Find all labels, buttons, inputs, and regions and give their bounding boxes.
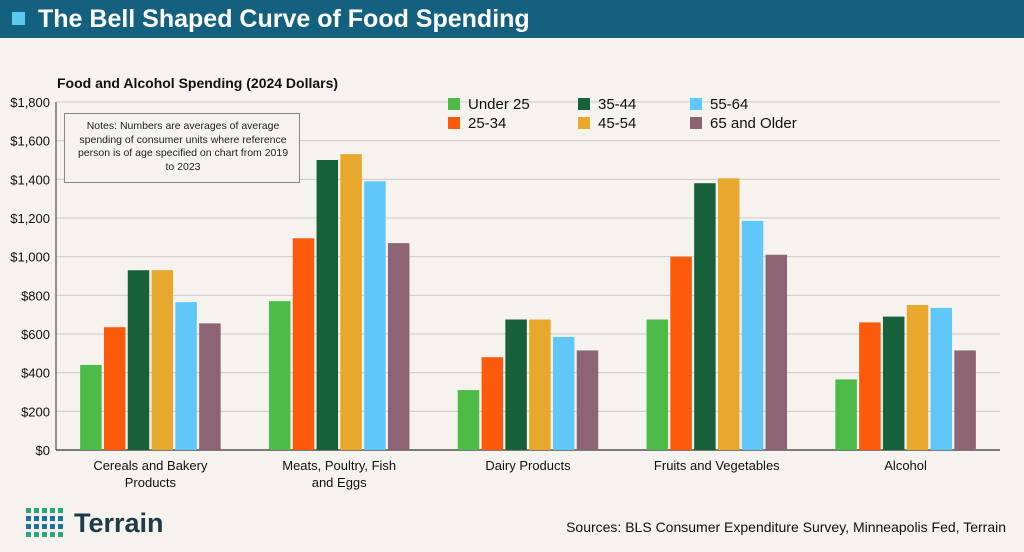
bar-65-and-older	[954, 350, 976, 450]
notes-box: Notes: Numbers are averages of average s…	[64, 113, 300, 183]
terrain-logo-icon	[26, 508, 63, 537]
notes-text: Notes: Numbers are averages of average s…	[77, 120, 289, 173]
legend-label: 45-54	[598, 115, 636, 132]
y-tick-label: $1,800	[10, 95, 50, 110]
bar-65-and-older	[199, 323, 221, 450]
bar-45-54	[340, 154, 362, 450]
bar-55-64	[175, 302, 197, 450]
bar-35-44	[316, 160, 339, 450]
x-tick-label: and Eggs	[312, 475, 367, 490]
x-tick-label: Alcohol	[884, 458, 927, 473]
x-tick-label: Dairy Products	[485, 458, 571, 473]
bar-35-44	[882, 316, 905, 450]
bar-25-34	[670, 256, 692, 450]
banner-square-icon	[12, 12, 25, 25]
legend-swatch	[448, 98, 460, 110]
x-tick-label: Products	[125, 475, 177, 490]
legend-label: 35-44	[598, 96, 636, 113]
bar-45-54	[529, 319, 551, 450]
bar-25-34	[103, 327, 126, 450]
bar-55-64	[552, 336, 575, 450]
bar-55-64	[364, 181, 386, 450]
bar-35-44	[505, 319, 527, 450]
bar-25-34	[481, 357, 504, 450]
legend-label: Under 25	[468, 96, 530, 113]
bar-65-and-older	[387, 243, 410, 450]
bar-55-64	[741, 220, 764, 450]
bar-under-25	[457, 390, 480, 450]
bar-45-54	[151, 270, 174, 450]
y-tick-label: $1,200	[10, 211, 50, 226]
bar-65-and-older	[576, 350, 599, 450]
bar-under-25	[80, 364, 102, 450]
legend-swatch	[690, 98, 702, 110]
bar-under-25	[835, 379, 857, 450]
legend-label: 65 and Older	[710, 115, 797, 132]
bar-under-25	[646, 319, 669, 450]
bar-45-54	[906, 305, 929, 450]
terrain-logo: Terrain	[26, 506, 186, 542]
x-tick-label: Fruits and Vegetables	[654, 458, 780, 473]
bar-25-34	[292, 238, 315, 450]
bar-55-64	[930, 307, 953, 450]
y-tick-label: $200	[21, 404, 50, 419]
y-tick-label: $600	[21, 327, 50, 342]
legend-swatch	[448, 117, 460, 129]
logo-text: Terrain	[74, 508, 164, 538]
legend-swatch	[690, 117, 702, 129]
y-tick-label: $1,600	[10, 134, 50, 149]
bar-35-44	[127, 270, 150, 450]
page-title: The Bell Shaped Curve of Food Spending	[38, 5, 530, 33]
sources-note: Sources: BLS Consumer Expenditure Survey…	[566, 519, 1006, 535]
legend-label: 55-64	[710, 96, 748, 113]
y-tick-label: $800	[21, 288, 50, 303]
legend-swatch	[578, 98, 590, 110]
legend-swatch	[578, 117, 590, 129]
y-tick-label: $1,400	[10, 172, 50, 187]
bar-45-54	[717, 178, 740, 450]
y-tick-label: $400	[21, 366, 50, 381]
chart-title: Food and Alcohol Spending (2024 Dollars)	[57, 75, 339, 91]
bar-25-34	[859, 322, 881, 450]
bar-35-44	[694, 183, 716, 450]
bar-under-25	[268, 301, 291, 450]
bar-65-and-older	[765, 254, 788, 450]
title-banner: The Bell Shaped Curve of Food Spending	[0, 0, 1024, 38]
x-tick-label: Meats, Poultry, Fish	[282, 458, 396, 473]
x-tick-label: Cereals and Bakery	[93, 458, 208, 473]
y-tick-label: $0	[36, 443, 50, 458]
y-tick-label: $1,000	[10, 250, 50, 265]
legend-label: 25-34	[468, 115, 506, 132]
